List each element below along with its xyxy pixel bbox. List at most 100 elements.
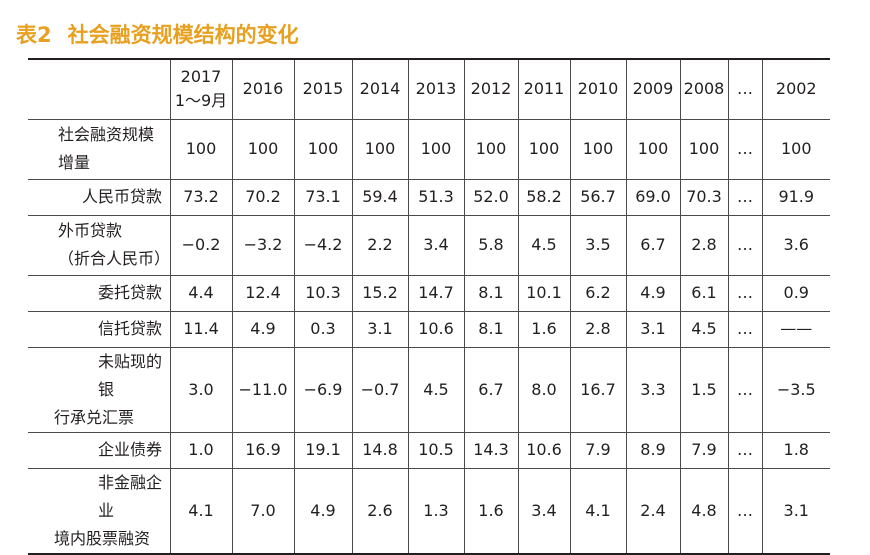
value-cell: 1.6: [463, 467, 519, 555]
value-cell: 52.0: [463, 178, 519, 216]
value-cell: 6.7: [625, 214, 681, 276]
table-row: 委托贷款 4.4 12.4 10.3 15.2 14.7 8.1 10.1 6.…: [28, 274, 830, 312]
value-cell: 100: [351, 118, 409, 180]
row-label: 企业债券: [28, 431, 171, 469]
value-cell: 2.4: [625, 467, 681, 555]
value-cell: 4.1: [169, 467, 233, 555]
value-cell: 11.4: [169, 310, 233, 348]
value-cell: 2.8: [679, 214, 729, 276]
row-label-line: 行承兑汇票: [54, 407, 135, 427]
table-title-text: 社会融资规模结构的变化: [67, 23, 299, 47]
value-cell: 2.6: [351, 467, 409, 555]
value-cell: 1.3: [407, 467, 465, 555]
column-header: 2012: [463, 58, 519, 120]
value-cell: 4.4: [169, 274, 233, 312]
value-cell: 10.3: [293, 274, 353, 312]
row-label: 未贴现的银 行承兑汇票: [28, 346, 171, 433]
value-cell: 7.9: [569, 431, 627, 469]
column-header: 2015: [293, 58, 353, 120]
value-cell: 1.5: [679, 346, 729, 433]
value-cell: 16.7: [569, 346, 627, 433]
value-cell: 8.1: [463, 274, 519, 312]
value-cell: 4.1: [569, 467, 627, 555]
value-cell: 10.1: [517, 274, 571, 312]
column-header: 2013: [407, 58, 465, 120]
value-cell: …: [727, 274, 763, 312]
value-cell: 73.1: [293, 178, 353, 216]
table-number: 表2: [16, 23, 52, 47]
value-cell: 3.5: [569, 214, 627, 276]
value-cell: 0.3: [293, 310, 353, 348]
value-cell: 0.9: [761, 274, 830, 312]
value-cell: 4.9: [625, 274, 681, 312]
value-cell: 2.2: [351, 214, 409, 276]
row-label: 社会融资规模 增量: [28, 118, 171, 180]
column-header: 2002: [761, 58, 830, 120]
table-row: 信托贷款 11.4 4.9 0.3 3.1 10.6 8.1 1.6 2.8 3…: [28, 310, 830, 348]
value-cell: …: [727, 214, 763, 276]
value-cell: 4.9: [231, 310, 295, 348]
value-cell: 73.2: [169, 178, 233, 216]
table-row: 社会融资规模 增量 100 100 100 100 100 100 100 10…: [28, 118, 830, 180]
value-cell: −0.7: [351, 346, 409, 433]
row-label-line: 未贴现的银: [98, 351, 163, 399]
column-header: 2014: [351, 58, 409, 120]
value-cell: 16.9: [231, 431, 295, 469]
row-label: 人民币贷款: [28, 178, 171, 216]
value-cell: −0.2: [169, 214, 233, 276]
table-row: 非金融企业 境内股票融资 4.1 7.0 4.9 2.6 1.3 1.6 3.4…: [28, 467, 830, 555]
row-label-line: 非金融企业: [98, 472, 163, 520]
value-cell: 1.6: [517, 310, 571, 348]
value-cell: 7.9: [679, 431, 729, 469]
value-cell: 3.1: [761, 467, 830, 555]
table-row: 外币贷款 （折合人民币） −0.2 −3.2 −4.2 2.2 3.4 5.8 …: [28, 214, 830, 276]
value-cell: …: [727, 178, 763, 216]
value-cell: 2.8: [569, 310, 627, 348]
value-cell: ——: [761, 310, 830, 348]
value-cell: 69.0: [625, 178, 681, 216]
value-cell: 19.1: [293, 431, 353, 469]
value-cell: 51.3: [407, 178, 465, 216]
value-cell: 100: [293, 118, 353, 180]
value-cell: 58.2: [517, 178, 571, 216]
value-cell: 100: [231, 118, 295, 180]
value-cell: 4.5: [407, 346, 465, 433]
value-cell: 4.9: [293, 467, 353, 555]
value-cell: …: [727, 310, 763, 348]
table-row: 人民币贷款 73.2 70.2 73.1 59.4 51.3 52.0 58.2…: [28, 178, 830, 216]
value-cell: −11.0: [231, 346, 295, 433]
value-cell: 6.2: [569, 274, 627, 312]
value-cell: −3.2: [231, 214, 295, 276]
value-cell: −4.2: [293, 214, 353, 276]
value-cell: 10.6: [517, 431, 571, 469]
value-cell: 6.1: [679, 274, 729, 312]
header-2017-period: 1～9月: [174, 91, 228, 111]
value-cell: 1.8: [761, 431, 830, 469]
value-cell: 100: [625, 118, 681, 180]
value-cell: 70.3: [679, 178, 729, 216]
value-cell: 14.3: [463, 431, 519, 469]
value-cell: 100: [761, 118, 830, 180]
value-cell: 3.0: [169, 346, 233, 433]
value-cell: 70.2: [231, 178, 295, 216]
value-cell: 59.4: [351, 178, 409, 216]
value-cell: 91.9: [761, 178, 830, 216]
value-cell: 56.7: [569, 178, 627, 216]
value-cell: 14.7: [407, 274, 465, 312]
value-cell: 12.4: [231, 274, 295, 312]
value-cell: 3.1: [351, 310, 409, 348]
table-row: 企业债券 1.0 16.9 19.1 14.8 10.5 14.3 10.6 7…: [28, 431, 830, 469]
column-header: 2017 1～9月: [169, 58, 233, 120]
column-header: 2011: [517, 58, 571, 120]
value-cell: …: [727, 467, 763, 555]
value-cell: 10.5: [407, 431, 465, 469]
value-cell: 7.0: [231, 467, 295, 555]
value-cell: 4.8: [679, 467, 729, 555]
value-cell: 100: [169, 118, 233, 180]
value-cell: …: [727, 346, 763, 433]
value-cell: 14.8: [351, 431, 409, 469]
value-cell: 3.3: [625, 346, 681, 433]
financing-structure-table: 2017 1～9月 2016 2015 2014 2013 2012 2011 …: [28, 58, 830, 555]
column-header: 2009: [625, 58, 681, 120]
row-label-line: 增量: [58, 153, 91, 172]
